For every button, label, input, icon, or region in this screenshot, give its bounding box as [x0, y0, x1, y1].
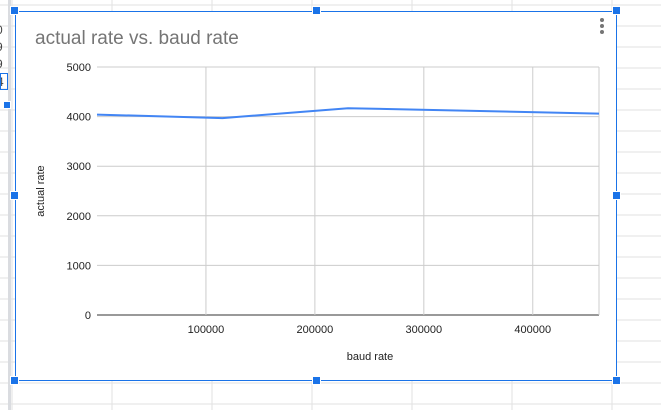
- resize-handle-top-center[interactable]: [312, 6, 321, 15]
- resize-handle-bottom-center[interactable]: [312, 376, 321, 385]
- chart-container[interactable]: [15, 11, 617, 381]
- y-tick-label: 5000: [67, 62, 91, 74]
- y-tick-label: 4000: [67, 112, 91, 124]
- y-tick-label: 0: [85, 310, 91, 322]
- resize-handle-bottom-right[interactable]: [612, 376, 621, 385]
- y-axis-label: actual rate: [35, 165, 47, 216]
- row-number[interactable]: 9: [0, 56, 8, 73]
- row-number[interactable]: 0: [0, 22, 8, 39]
- x-axis-label: baud rate: [347, 351, 393, 363]
- x-tick-label: 200000: [297, 324, 334, 336]
- resize-handle-middle-left[interactable]: [10, 191, 19, 200]
- series-line: [96, 107, 600, 120]
- x-tick-label: 300000: [405, 324, 442, 336]
- y-tick-label: 2000: [67, 211, 91, 223]
- y-tick-label: 1000: [67, 260, 91, 272]
- more-vert-icon[interactable]: [598, 18, 606, 36]
- frozen-divider: [8, 0, 11, 410]
- x-tick-label: 400000: [514, 324, 551, 336]
- chart-title: actual rate vs. baud rate: [35, 28, 239, 49]
- x-tick-label: 100000: [188, 324, 225, 336]
- row-number[interactable]: 9: [0, 39, 8, 56]
- resize-handle-bottom-left[interactable]: [10, 376, 19, 385]
- cell-selection-handle[interactable]: [3, 101, 11, 109]
- row-number-selected[interactable]: 4: [0, 73, 8, 90]
- resize-handle-top-left[interactable]: [10, 6, 19, 15]
- menu-dot: [600, 24, 604, 28]
- row-number-column: 0 9 9 4: [0, 22, 8, 90]
- resize-handle-middle-right[interactable]: [612, 191, 621, 200]
- y-tick-label: 3000: [67, 161, 91, 173]
- menu-dot: [600, 30, 604, 34]
- resize-handle-top-right[interactable]: [612, 6, 621, 15]
- menu-dot: [600, 18, 604, 22]
